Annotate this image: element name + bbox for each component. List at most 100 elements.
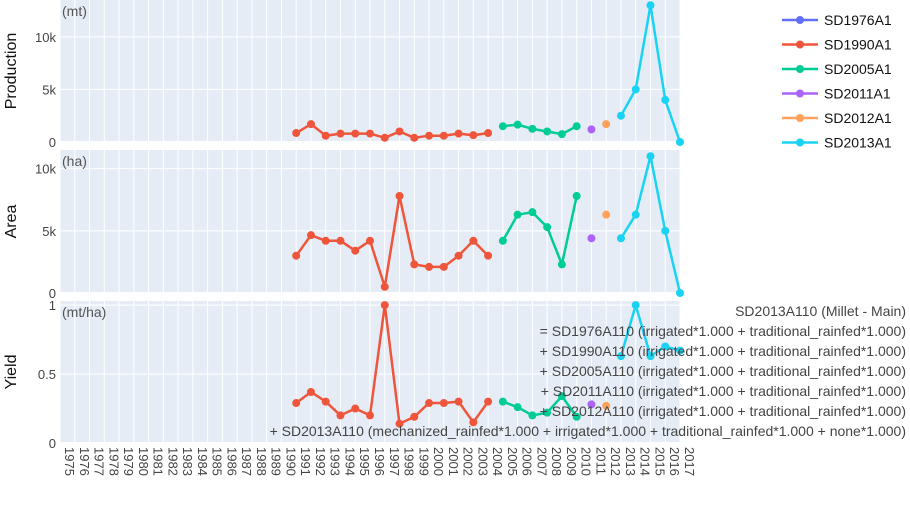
panel-yield-point-SD1990A1-2004[interactable]	[484, 397, 493, 406]
panel-area-point-SD2013A1-2013[interactable]	[616, 234, 625, 243]
panel-yield-point-SD2005A1-2005[interactable]	[498, 397, 507, 406]
panel-area-point-SD1990A1-1993[interactable]	[321, 236, 330, 245]
panel-production-point-SD1990A1-1999[interactable]	[410, 133, 419, 142]
legend-item-SD1976A1[interactable]: SD1976A1	[782, 12, 892, 28]
panel-yield-point-SD1990A1-1996[interactable]	[366, 411, 374, 420]
panel-yield-point-SD1990A1-1994[interactable]	[336, 411, 345, 420]
legend-item-SD2013A1[interactable]: SD2013A1	[782, 135, 892, 151]
panel-yield-point-SD1990A1-1992[interactable]	[306, 387, 315, 396]
panel-production-point-SD2005A1-2006[interactable]	[513, 120, 522, 129]
panel-yield-point-SD2005A1-2009[interactable]	[557, 392, 566, 401]
panel-yield-point-SD1990A1-2002[interactable]	[454, 397, 463, 406]
panel-yield-point-SD2005A1-2010[interactable]	[572, 412, 581, 421]
panel-area-point-SD2005A1-2006[interactable]	[513, 210, 522, 219]
panel-yield-point-SD2005A1-2007[interactable]	[528, 411, 537, 420]
panel-production-point-SD1990A1-1997[interactable]	[380, 133, 389, 142]
panel-yield-point-SD1990A1-1998[interactable]	[395, 419, 404, 428]
panel-area-point-SD2005A1-2009[interactable]	[557, 260, 566, 269]
panel-yield-ytick-label-2: 1	[49, 298, 56, 313]
panel-production-point-SD1990A1-2000[interactable]	[425, 131, 434, 140]
panel-area-point-SD2013A1-2016[interactable]	[661, 226, 670, 235]
panel-yield-point-SD2005A1-2008[interactable]	[543, 408, 552, 417]
panel-yield-point-SD1990A1-2000[interactable]	[425, 399, 434, 408]
panel-area-point-SD1990A1-2001[interactable]	[439, 262, 448, 271]
panel-production-point-SD2005A1-2010[interactable]	[572, 122, 581, 131]
panel-area-point-SD2013A1-2015[interactable]	[646, 152, 655, 161]
panel-production-point-SD1990A1-2004[interactable]	[484, 129, 493, 138]
x-tick-label-33: 2008	[549, 447, 564, 476]
panel-production-point-SD1990A1-2001[interactable]	[439, 131, 448, 140]
panel-yield-point-SD1990A1-1993[interactable]	[321, 397, 330, 406]
panel-yield-point-SD2013A1-2013[interactable]	[616, 352, 625, 361]
x-tick-label-31: 2006	[520, 447, 535, 476]
panel-yield-point-SD1990A1-2001[interactable]	[439, 399, 448, 408]
panel-production-ylabel: Production	[3, 33, 20, 110]
x-tick-label-35: 2010	[579, 447, 594, 476]
panel-production-point-SD1990A1-2002[interactable]	[454, 129, 463, 138]
panel-area-point-SD1990A1-1997[interactable]	[380, 282, 389, 291]
panel-area-point-SD1990A1-1994[interactable]	[336, 236, 345, 245]
panel-production-point-SD1990A1-2003[interactable]	[469, 131, 478, 140]
panel-area-point-SD1990A1-2004[interactable]	[484, 251, 493, 260]
panel-production-point-SD1990A1-1992[interactable]	[306, 120, 315, 129]
panel-area-point-SD1990A1-2003[interactable]	[469, 236, 478, 245]
panel-production-point-SD1990A1-1995[interactable]	[351, 129, 360, 138]
panel-production-point-SD2005A1-2008[interactable]	[543, 127, 552, 136]
panel-area-point-SD1990A1-1991[interactable]	[292, 251, 301, 260]
panel-production-point-SD2005A1-2007[interactable]	[528, 124, 537, 133]
panel-production-point-SD2005A1-2009[interactable]	[557, 130, 566, 139]
panel-area-ytick-label-1: 5k	[42, 224, 56, 239]
panel-yield-point-SD2013A1-2017[interactable]	[676, 346, 684, 355]
panel-yield-point-SD1990A1-1999[interactable]	[410, 412, 419, 421]
panel-area-point-SD1990A1-2000[interactable]	[425, 262, 434, 271]
panel-production-point-SD2013A1-2014[interactable]	[631, 85, 640, 94]
panel-area-point-SD2012A1-2012[interactable]	[602, 210, 611, 219]
panel-production-point-SD2013A1-2016[interactable]	[661, 95, 670, 104]
panel-yield-point-SD1990A1-2003[interactable]	[469, 418, 478, 427]
x-tick-label-26: 2001	[446, 447, 461, 476]
panel-production-point-SD2013A1-2017[interactable]	[676, 138, 684, 146]
panel-yield-point-SD2013A1-2015[interactable]	[646, 352, 655, 361]
panel-yield-point-SD1990A1-1991[interactable]	[292, 399, 301, 408]
legend-label-SD2005A1: SD2005A1	[824, 61, 892, 77]
panel-area-point-SD1990A1-1996[interactable]	[366, 236, 374, 245]
x-tick-label-15: 1990	[283, 447, 298, 476]
panel-production-point-SD2013A1-2015[interactable]	[646, 1, 655, 10]
panel-yield-point-SD2013A1-2014[interactable]	[631, 301, 640, 310]
panel-production-point-SD1990A1-1998[interactable]	[395, 127, 404, 136]
panel-yield-point-SD2005A1-2006[interactable]	[513, 403, 522, 412]
legend-item-SD2012A1[interactable]: SD2012A1	[782, 110, 892, 126]
legend[interactable]: SD1976A1 SD1990A1 SD2005A1 SD2011A1 SD2012A1…	[782, 12, 892, 151]
panel-area-point-SD1990A1-1998[interactable]	[395, 192, 404, 201]
panel-yield-point-SD1990A1-1995[interactable]	[351, 404, 360, 413]
panel-area-unit-label: (ha)	[62, 153, 87, 169]
panel-area-point-SD2005A1-2007[interactable]	[528, 208, 537, 217]
panel-production-point-SD1990A1-1994[interactable]	[336, 129, 345, 138]
panel-yield-point-SD2012A1-2012[interactable]	[602, 401, 611, 410]
panel-production-point-SD1990A1-1996[interactable]	[366, 129, 374, 138]
panel-yield-point-SD2011A1-2011[interactable]	[587, 400, 596, 409]
panel-area-point-SD1990A1-1995[interactable]	[351, 246, 360, 255]
panel-area-point-SD2005A1-2010[interactable]	[572, 192, 581, 201]
panel-area-point-SD2013A1-2014[interactable]	[631, 210, 640, 219]
panel-area-point-SD1990A1-2002[interactable]	[454, 251, 463, 260]
panel-production-point-SD1990A1-1993[interactable]	[321, 131, 330, 140]
panel-area-point-SD2011A1-2011[interactable]	[587, 234, 596, 243]
legend-item-SD1990A1[interactable]: SD1990A1	[782, 37, 892, 53]
panel-production-point-SD2011A1-2011[interactable]	[587, 125, 596, 134]
x-tick-label-1: 1976	[77, 447, 92, 476]
panel-production-point-SD2005A1-2005[interactable]	[498, 122, 507, 131]
legend-item-SD2011A1[interactable]: SD2011A1	[782, 86, 891, 102]
legend-item-SD2005A1[interactable]: SD2005A1	[782, 61, 892, 77]
panel-yield-point-SD1990A1-1997[interactable]	[380, 301, 389, 310]
x-tick-label-21: 1996	[372, 447, 387, 476]
panel-production-point-SD1990A1-1991[interactable]	[292, 129, 301, 138]
panel-yield-point-SD2013A1-2016[interactable]	[661, 342, 670, 351]
panel-area-point-SD2005A1-2005[interactable]	[498, 236, 507, 245]
panel-area-point-SD2005A1-2008[interactable]	[543, 223, 552, 232]
panel-production-point-SD2013A1-2013[interactable]	[616, 111, 625, 120]
panel-area-point-SD1990A1-1992[interactable]	[306, 231, 315, 240]
panel-production-point-SD2012A1-2012[interactable]	[602, 120, 611, 129]
panel-area-point-SD1990A1-1999[interactable]	[410, 260, 419, 269]
panel-area-point-SD2013A1-2017[interactable]	[676, 289, 684, 297]
